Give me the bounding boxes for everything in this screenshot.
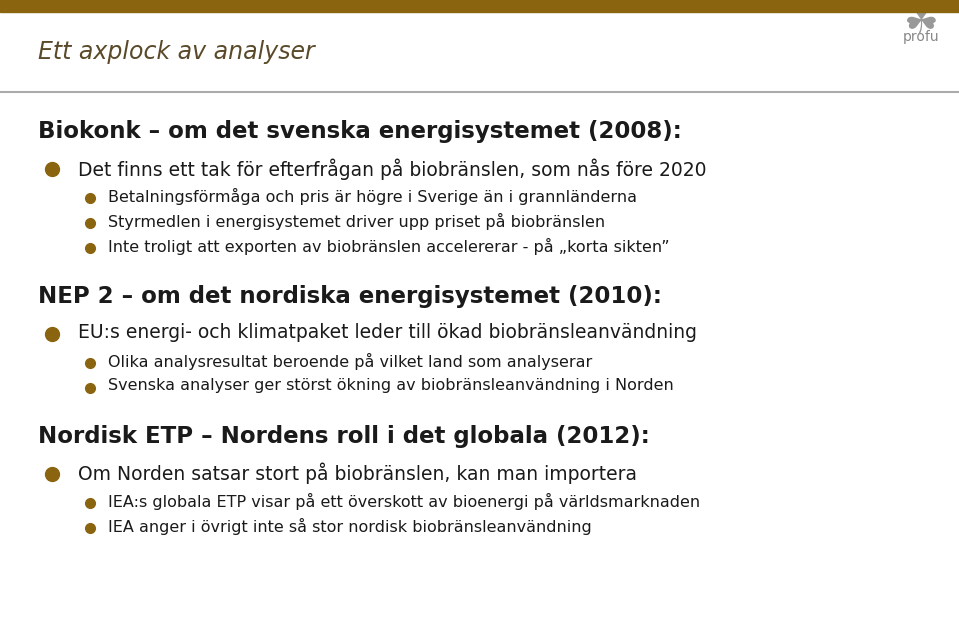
Text: Ett axplock av analyser: Ett axplock av analyser [38, 40, 315, 64]
Text: Svenska analyser ger störst ökning av biobränsleanvändning i Norden: Svenska analyser ger störst ökning av bi… [108, 378, 674, 393]
Text: IEA anger i övrigt inte så stor nordisk biobränsleanvändning: IEA anger i övrigt inte så stor nordisk … [108, 518, 592, 535]
Text: Biokonk – om det svenska energisystemet (2008):: Biokonk – om det svenska energisystemet … [38, 120, 682, 143]
Text: Det finns ett tak för efterfrågan på biobränslen, som nås före 2020: Det finns ett tak för efterfrågan på bio… [78, 158, 707, 180]
Text: IEA:s globala ETP visar på ett överskott av bioenergi på världsmarknaden: IEA:s globala ETP visar på ett överskott… [108, 493, 700, 510]
Bar [0, 0, 959, 12]
Text: Inte troligt att exporten av biobränslen accelererar - på „korta sikten”: Inte troligt att exporten av biobränslen… [108, 238, 669, 255]
Text: Olika analysresultat beroende på vilket land som analyserar: Olika analysresultat beroende på vilket … [108, 353, 593, 370]
Text: Nordisk ETP – Nordens roll i det globala (2012):: Nordisk ETP – Nordens roll i det globala… [38, 425, 650, 448]
Text: profu: profu [902, 30, 939, 44]
Text: ☘: ☘ [903, 4, 939, 42]
Text: Styrmedlen i energisystemet driver upp priset på biobränslen: Styrmedlen i energisystemet driver upp p… [108, 213, 605, 230]
Text: EU:s energi- och klimatpaket leder till ökad biobränsleanvändning: EU:s energi- och klimatpaket leder till … [78, 323, 697, 342]
Text: NEP 2 – om det nordiska energisystemet (2010):: NEP 2 – om det nordiska energisystemet (… [38, 285, 662, 308]
Text: Om Norden satsar stort på biobränslen, kan man importera: Om Norden satsar stort på biobränslen, k… [78, 463, 637, 485]
Text: Betalningsförmåga och pris är högre i Sverige än i grannländerna: Betalningsförmåga och pris är högre i Sv… [108, 188, 637, 205]
